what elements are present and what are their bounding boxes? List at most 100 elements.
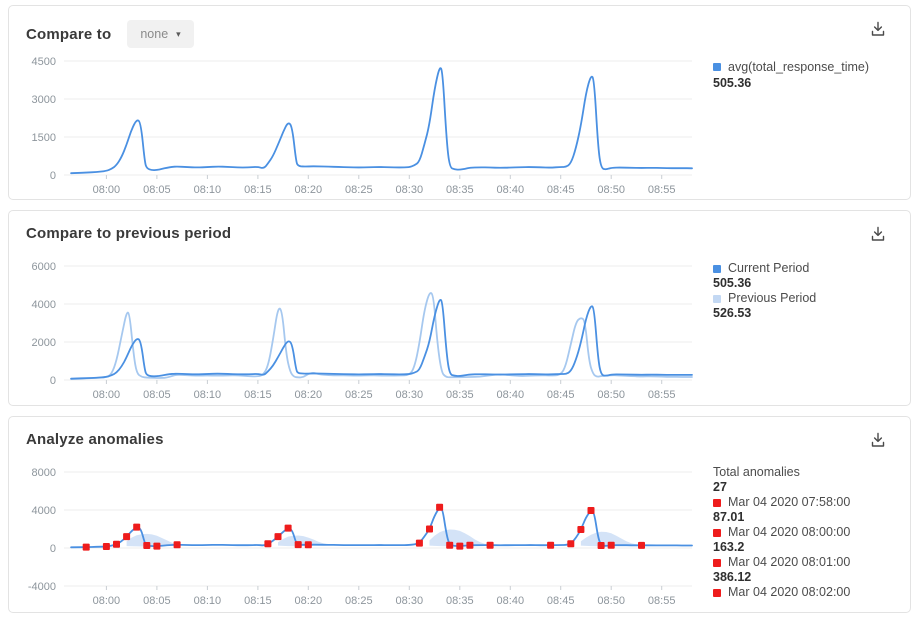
legend-label: Total anomalies: [713, 465, 800, 479]
svg-text:4000: 4000: [32, 505, 56, 517]
legend-value: 386.12: [713, 570, 752, 584]
series-swatch-lightblue: [713, 294, 721, 303]
download-icon: [871, 21, 885, 36]
legend-label: Current Period: [728, 261, 810, 275]
dropdown-selected-value: none: [140, 27, 169, 41]
svg-text:08:10: 08:10: [194, 389, 222, 401]
svg-text:08:15: 08:15: [244, 389, 272, 401]
svg-text:08:45: 08:45: [547, 389, 575, 401]
svg-text:-4000: -4000: [28, 581, 56, 593]
svg-text:1500: 1500: [32, 132, 56, 144]
anomaly-swatch-red: [713, 498, 721, 507]
svg-text:08:35: 08:35: [446, 595, 474, 607]
line-chart-response-time[interactable]: 0 1500 3000 4500 08:00 08:05 08:10 08:15 08:20 08…: [19, 54, 709, 199]
legend-label: Mar 04 2020 08:02:00: [728, 585, 851, 599]
legend-value: 87.01: [713, 510, 745, 524]
svg-text:08:15: 08:15: [244, 595, 272, 607]
svg-text:08:40: 08:40: [497, 595, 525, 607]
svg-text:08:50: 08:50: [597, 389, 625, 401]
svg-text:08:15: 08:15: [244, 184, 272, 196]
anomaly-swatch-red: [713, 588, 721, 597]
svg-text:08:10: 08:10: [194, 595, 222, 607]
svg-text:4000: 4000: [32, 299, 56, 311]
svg-text:08:35: 08:35: [446, 389, 474, 401]
svg-text:08:05: 08:05: [143, 389, 171, 401]
legend-item-anomaly-4[interactable]: Mar 04 2020 08:02:00: [713, 585, 913, 600]
svg-text:08:20: 08:20: [295, 389, 323, 401]
svg-text:08:20: 08:20: [295, 595, 323, 607]
svg-text:08:00: 08:00: [93, 595, 121, 607]
svg-text:4500: 4500: [32, 56, 56, 68]
legend-item-anomaly-3[interactable]: Mar 04 2020 08:01:00: [713, 555, 913, 570]
total-anomalies-count: 27: [713, 480, 727, 494]
svg-text:08:50: 08:50: [597, 184, 625, 196]
legend-label: Mar 04 2020 08:00:00: [728, 525, 851, 539]
svg-text:3000: 3000: [32, 94, 56, 106]
svg-text:0: 0: [50, 543, 56, 555]
line-chart-anomalies[interactable]: -4000 0 4000 8000 08:00 08:05 08:10 08:15 08:20 0…: [19, 465, 709, 610]
series-swatch-blue: [713, 63, 721, 71]
download-icon: [871, 226, 885, 241]
svg-text:08:10: 08:10: [194, 184, 222, 196]
anomaly-swatch-red: [713, 528, 721, 537]
chart-legend: avg(total_response_time) 505.36: [713, 59, 913, 91]
legend-value: 505.36: [713, 276, 752, 290]
svg-text:08:30: 08:30: [396, 389, 424, 401]
legend-label: Previous Period: [728, 291, 817, 305]
svg-text:08:45: 08:45: [547, 595, 575, 607]
series-swatch-blue: [713, 264, 721, 273]
svg-text:08:30: 08:30: [396, 184, 424, 196]
download-icon: [871, 432, 885, 447]
svg-text:6000: 6000: [32, 261, 56, 273]
svg-text:08:50: 08:50: [597, 595, 625, 607]
chart-legend: Total anomalies 27 Mar 04 2020 07:58:00 …: [713, 465, 913, 600]
download-button[interactable]: [868, 224, 888, 244]
svg-text:08:00: 08:00: [93, 184, 121, 196]
legend-item-current-period[interactable]: Current Period: [713, 261, 913, 276]
legend-value: 505.36: [713, 76, 752, 90]
svg-text:08:25: 08:25: [345, 184, 373, 196]
svg-text:08:25: 08:25: [345, 595, 373, 607]
svg-text:08:05: 08:05: [143, 595, 171, 607]
panel-analyze-anomalies: Analyze anomalies -4000 0 4000 8000 08:00 08:…: [8, 416, 911, 613]
legend-item-total-anomalies: Total anomalies: [713, 465, 913, 480]
panel-compare-previous-period: Compare to previous period 0 2000 4000 6000…: [8, 210, 911, 406]
legend-item-anomaly-2[interactable]: Mar 04 2020 08:00:00: [713, 525, 913, 540]
legend-value: 163.2: [713, 540, 745, 554]
svg-text:0: 0: [50, 375, 56, 387]
svg-text:08:55: 08:55: [648, 389, 676, 401]
page-title-compare-previous: Compare to previous period: [26, 225, 232, 242]
compare-to-dropdown[interactable]: none ▾: [127, 20, 194, 48]
svg-text:08:55: 08:55: [648, 595, 676, 607]
svg-text:08:25: 08:25: [345, 389, 373, 401]
svg-text:08:45: 08:45: [547, 184, 575, 196]
page-title-analyze-anomalies: Analyze anomalies: [26, 431, 164, 448]
legend-label: Mar 04 2020 08:01:00: [728, 555, 851, 569]
svg-text:2000: 2000: [32, 337, 56, 349]
panel-header: Compare to none ▾: [26, 20, 194, 48]
svg-text:08:00: 08:00: [93, 389, 121, 401]
legend-item-anomaly-1[interactable]: Mar 04 2020 07:58:00: [713, 495, 913, 510]
svg-text:8000: 8000: [32, 467, 56, 479]
svg-text:08:20: 08:20: [295, 184, 323, 196]
page-title-compare-to: Compare to: [26, 25, 112, 43]
download-button[interactable]: [868, 19, 888, 39]
legend-label: Mar 04 2020 07:58:00: [728, 495, 851, 509]
svg-text:0: 0: [50, 170, 56, 182]
legend-value: 526.53: [713, 306, 752, 320]
svg-text:08:55: 08:55: [648, 184, 676, 196]
legend-item-previous-period[interactable]: Previous Period: [713, 291, 913, 306]
svg-text:08:40: 08:40: [497, 184, 525, 196]
panel-header: Analyze anomalies: [26, 431, 164, 448]
chevron-down-icon: ▾: [176, 28, 181, 39]
svg-text:08:40: 08:40: [497, 389, 525, 401]
line-chart-period-comparison[interactable]: 0 2000 4000 6000 08:00 08:05 08:10 08:15 08:20 08…: [19, 259, 709, 404]
svg-text:08:35: 08:35: [446, 184, 474, 196]
legend-item-avg-total-response-time[interactable]: avg(total_response_time): [713, 59, 913, 75]
panel-header: Compare to previous period: [26, 225, 231, 242]
svg-text:08:30: 08:30: [396, 595, 424, 607]
chart-legend: Current Period 505.36 Previous Period 52…: [713, 261, 913, 321]
anomaly-swatch-red: [713, 558, 721, 567]
download-button[interactable]: [868, 430, 888, 450]
panel-compare-to: Compare to none ▾ 0 1500 3000 4500 08:00 08:0…: [8, 5, 911, 200]
